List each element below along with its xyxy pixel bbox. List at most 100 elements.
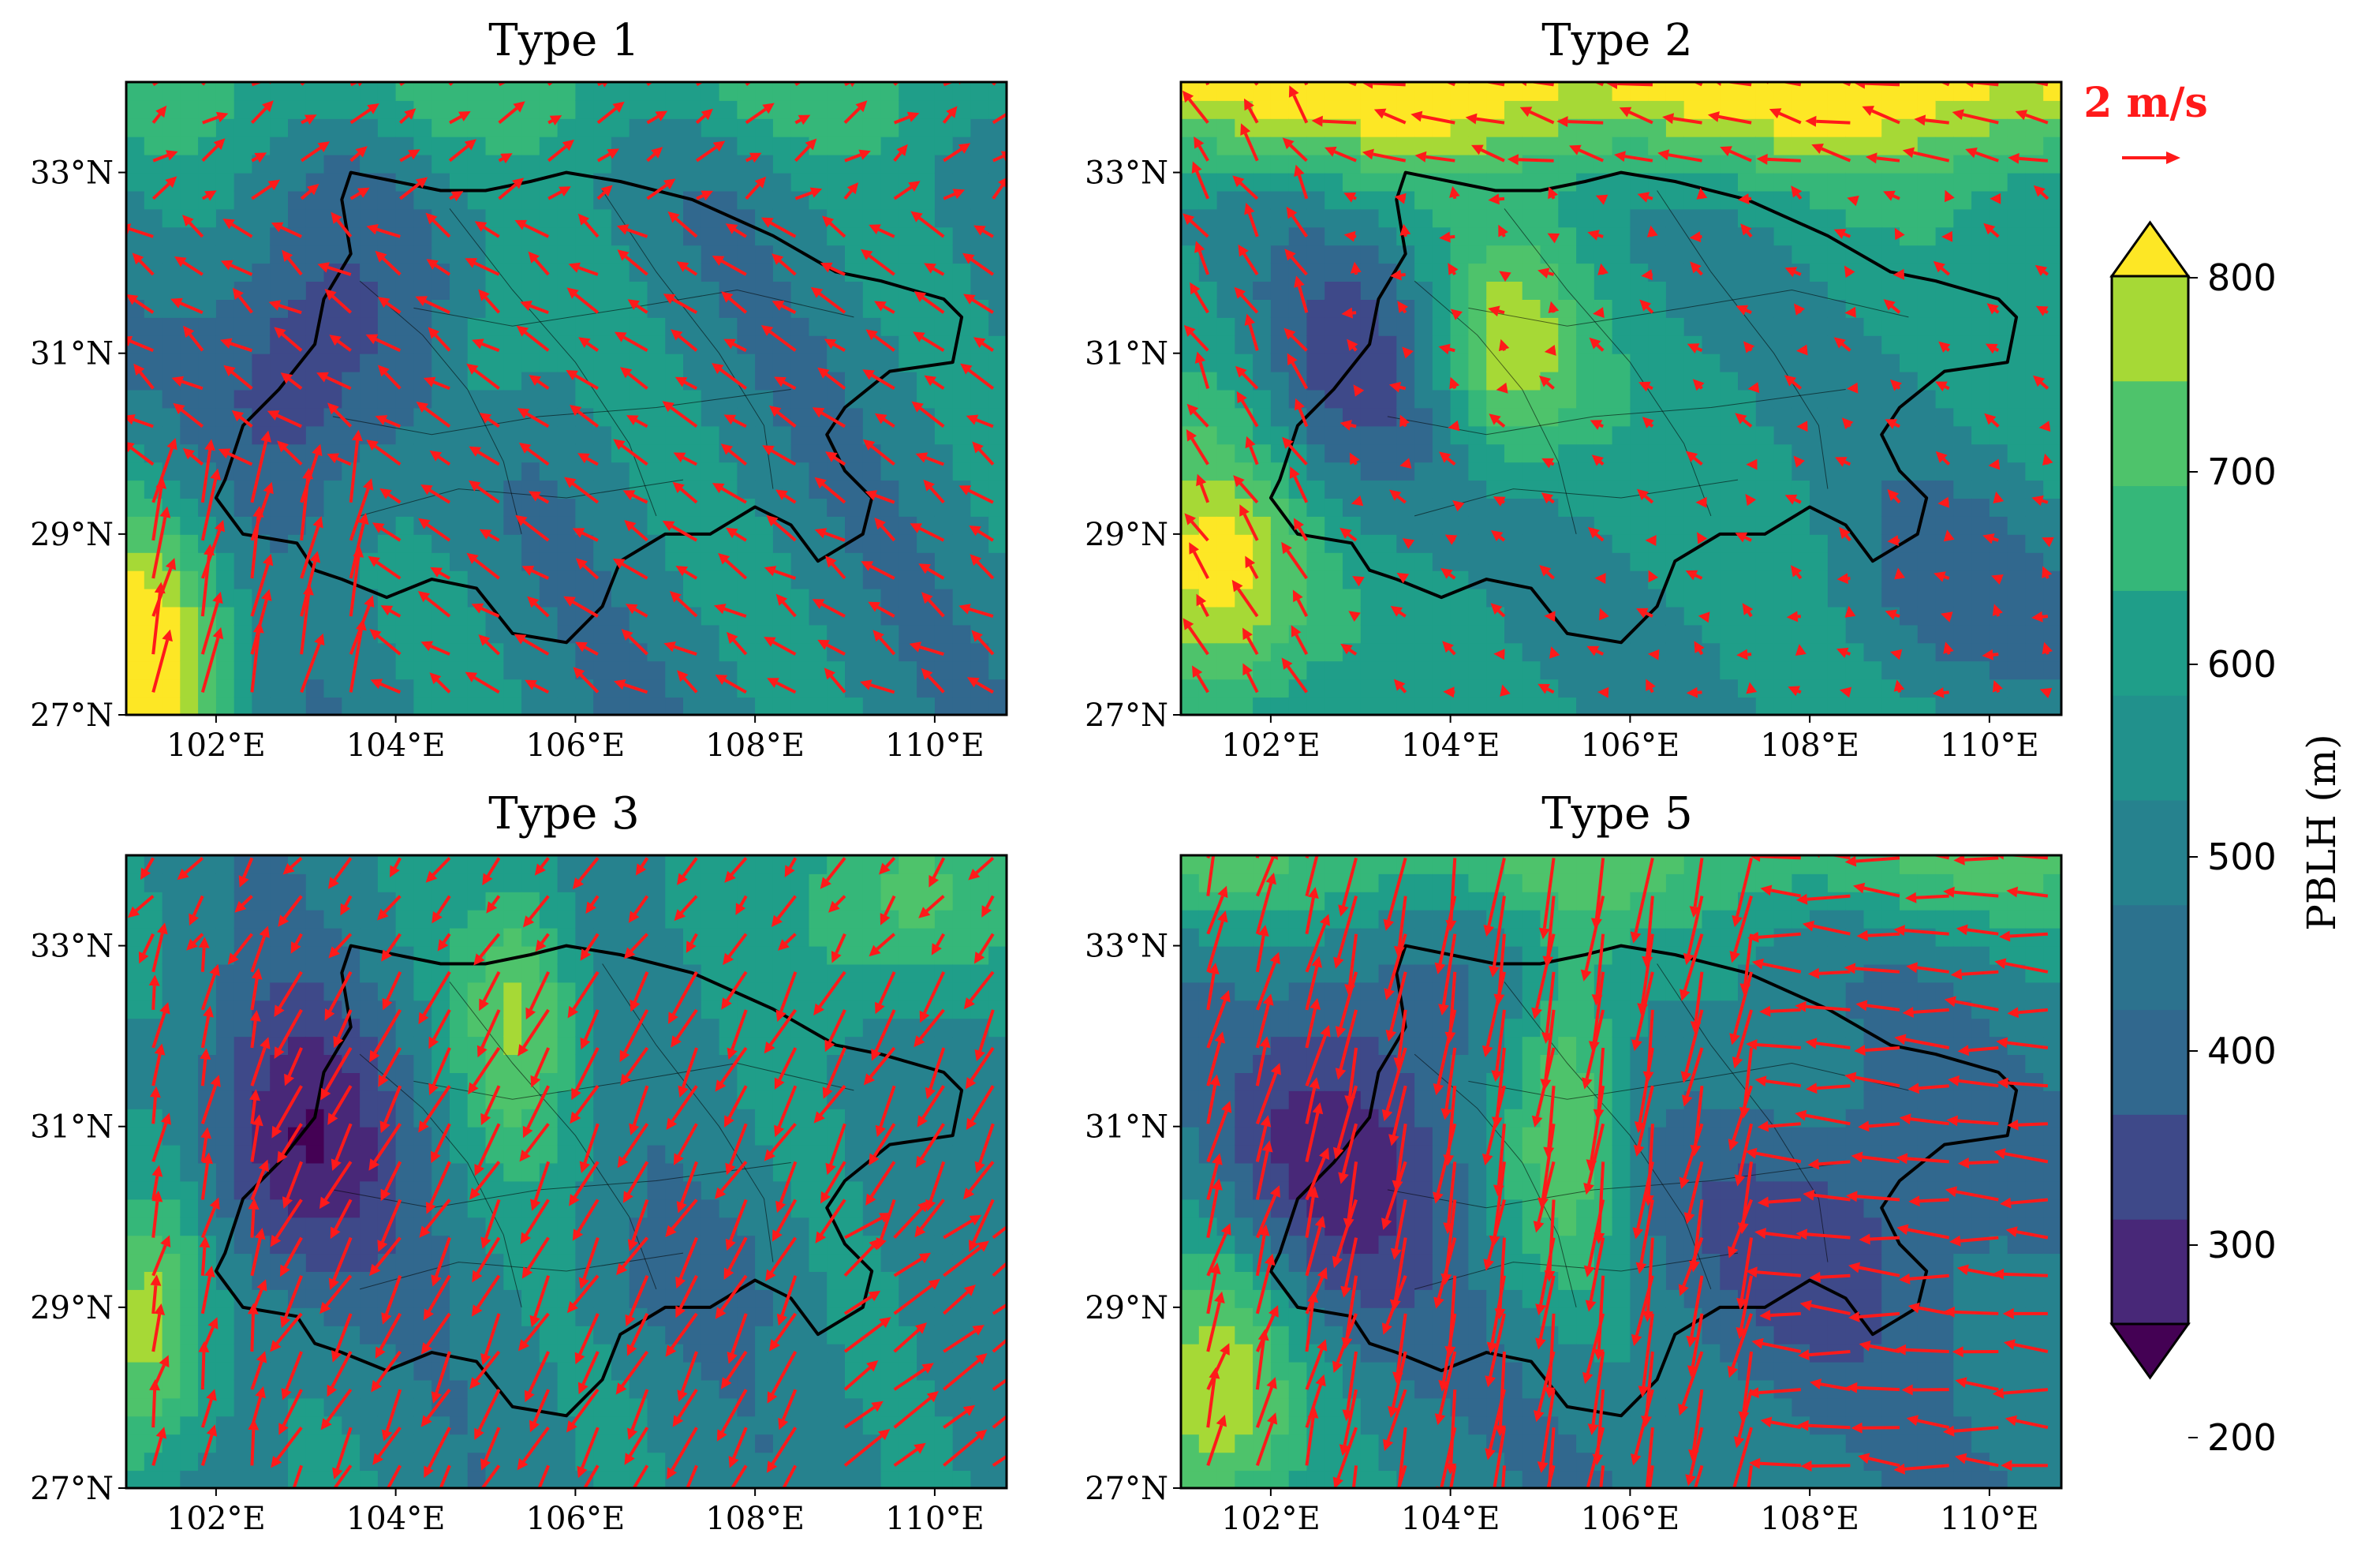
wind-arrow [963, 1161, 995, 1200]
wind-arrow [1397, 301, 1408, 314]
wind-arrow [1587, 1351, 1605, 1435]
colorbar-band [2112, 1114, 2188, 1220]
wind-arrow [2034, 264, 2049, 276]
wind-arrow [251, 152, 267, 163]
wind-arrow [566, 370, 599, 391]
wind-arrow [678, 1047, 698, 1098]
wind-arrow [625, 1275, 649, 1327]
wind-arrow [862, 369, 895, 391]
wind-arrow [1598, 608, 1609, 621]
wind-arrow [1531, 933, 1556, 1019]
wind-arrow [284, 1047, 303, 1086]
wind-arrow [1894, 567, 1905, 580]
wind-arrow [627, 299, 648, 314]
wind-arrow [1471, 144, 1505, 163]
wind-arrow [942, 1285, 976, 1315]
wind-arrow [282, 249, 303, 276]
wind-arrow [1679, 933, 1704, 1001]
wind-arrow [875, 1085, 896, 1138]
wind-arrow [432, 895, 451, 924]
wind-arrow [1835, 457, 1851, 467]
wind-arrow [425, 212, 451, 238]
wind-arrow [1544, 345, 1556, 356]
wind-arrow [943, 1404, 976, 1429]
wind-arrow [1760, 884, 1802, 898]
wind-arrow [1636, 488, 1654, 504]
wind-arrow [875, 970, 896, 1015]
wind-arrow [1448, 263, 1459, 276]
wind-arrow [723, 414, 747, 428]
wind-arrow [1410, 110, 1455, 125]
wind-arrow [623, 933, 648, 959]
wind-arrow [1537, 1389, 1556, 1473]
wind-arrow [569, 1161, 600, 1206]
wind-arrow [1594, 573, 1606, 585]
wind-arrow [1591, 454, 1605, 466]
wind-arrow [1544, 1199, 1556, 1282]
wind-arrow [1537, 267, 1555, 279]
wind-arrow [686, 933, 698, 953]
wind-arrow [1242, 627, 1259, 656]
wind-arrow [1500, 684, 1511, 697]
wind-arrow [662, 401, 698, 428]
wind-arrow [1945, 189, 1955, 203]
wind-arrow [794, 187, 823, 200]
pblh-shading [126, 855, 1007, 1488]
wind-arrow [424, 1427, 451, 1479]
wind-arrow [686, 1464, 698, 1488]
wind-arrow [874, 413, 895, 428]
wind-arrow [1698, 611, 1710, 623]
wind-arrow [1844, 265, 1855, 279]
wind-arrow [1727, 1313, 1753, 1378]
wind-arrow [2001, 1460, 2048, 1472]
wind-arrow [151, 1113, 171, 1163]
wind-arrow [625, 604, 648, 618]
wind-arrow [250, 926, 270, 973]
wind-arrow [1935, 451, 1951, 466]
wind-arrow [300, 551, 321, 617]
wind-arrow [429, 451, 451, 466]
wind-arrow [629, 1085, 649, 1135]
lat-tick-31: 31°N [30, 336, 114, 372]
wind-arrow [328, 1236, 353, 1291]
wind-arrow [198, 937, 210, 972]
wind-arrow [1791, 185, 1803, 200]
wind-arrow [676, 1161, 698, 1214]
wind-arrow [1335, 971, 1358, 1038]
wind-arrow [893, 1322, 927, 1353]
wind-arrow [1541, 971, 1556, 1044]
wind-arrow [572, 1199, 600, 1241]
wind-arrow [665, 1199, 698, 1237]
wind-arrow [1537, 1124, 1556, 1210]
wind-arrow [616, 224, 648, 238]
wind-arrow [527, 596, 550, 618]
wind-arrow [465, 258, 500, 276]
wind-arrow [1393, 1009, 1407, 1069]
wind-arrow [1729, 896, 1754, 963]
wind-arrow [416, 402, 451, 428]
wind-arrow [1288, 85, 1309, 124]
wind-arrow [973, 225, 994, 238]
wind-arrow [1255, 872, 1276, 935]
wind-arrow [280, 372, 303, 390]
wind-arrow [919, 970, 946, 1023]
wind-arrow [1682, 1047, 1704, 1107]
wind-arrow [151, 1427, 167, 1466]
wind-arrow [2042, 537, 2054, 548]
wind-arrow [529, 375, 550, 391]
wind-arrow [1687, 343, 1703, 353]
wind-arrow [1957, 1157, 1999, 1169]
wind-arrow [1732, 857, 1754, 928]
wind-arrow [813, 970, 846, 1016]
wind-arrow [1291, 625, 1309, 656]
pblh-map [118, 80, 1008, 723]
wind-arrow [1729, 971, 1754, 1045]
wind-arrow [1305, 1102, 1324, 1162]
wind-arrow [966, 1085, 995, 1131]
wind-arrow [865, 1161, 896, 1206]
wind-arrow [277, 1123, 303, 1164]
wind-arrow [843, 1290, 881, 1315]
wind-arrow [962, 252, 995, 276]
wind-arrow [1690, 1085, 1704, 1157]
wind-arrow [1305, 1267, 1328, 1315]
